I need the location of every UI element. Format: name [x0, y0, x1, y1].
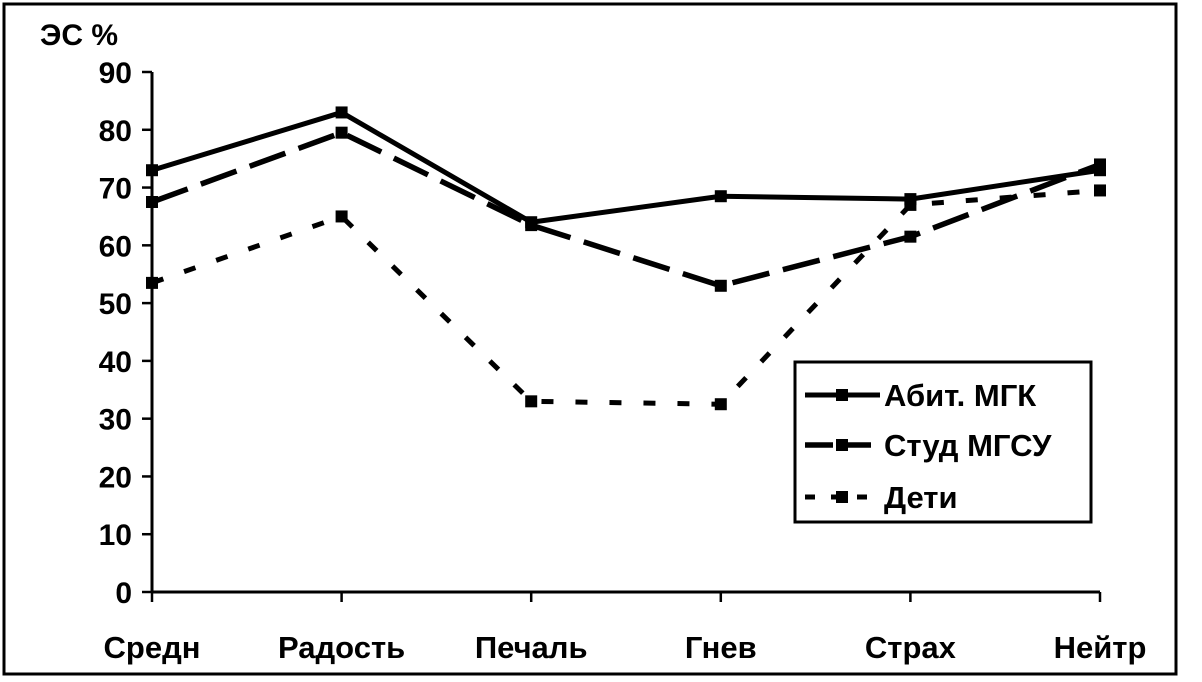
- data-point: [525, 219, 538, 232]
- legend-marker: [836, 439, 848, 451]
- data-point: [1094, 184, 1106, 197]
- data-point: [714, 398, 727, 411]
- legend-marker: [836, 491, 848, 503]
- legend-label: Студ МГСУ: [884, 428, 1052, 463]
- legend-item: Студ МГСУ: [805, 428, 1052, 463]
- legend-label: Дети: [884, 480, 958, 515]
- x-tick-label: Гнев: [685, 630, 757, 665]
- y-tick-label: 40: [99, 346, 132, 379]
- chart-frame: [2, 2, 1178, 676]
- y-tick-label: 10: [99, 519, 132, 552]
- series-lines: [146, 106, 1106, 411]
- data-point: [146, 196, 158, 208]
- y-axis: 0 10 20 30 40 50 60 70 80 90: [99, 57, 154, 610]
- series-1: [146, 106, 1106, 229]
- series-3: [146, 184, 1106, 411]
- data-point: [714, 190, 727, 203]
- legend-item: Дети: [805, 480, 958, 515]
- y-tick-label: 20: [99, 461, 132, 494]
- x-tick-label: Страх: [865, 630, 957, 665]
- data-point: [1094, 158, 1106, 171]
- series-2: [146, 126, 1106, 292]
- data-point: [146, 164, 158, 177]
- data-point: [904, 198, 917, 211]
- y-axis-label: ЭС %: [40, 19, 118, 52]
- legend-label: Абит. МГК: [884, 378, 1036, 413]
- x-tick-label: Средн: [104, 630, 201, 665]
- y-tick-label: 90: [99, 57, 132, 90]
- data-point: [335, 106, 348, 119]
- y-tick-label: 50: [99, 288, 132, 321]
- data-point: [525, 395, 538, 408]
- y-tick-label: 0: [115, 577, 132, 610]
- x-axis: Средн Радость Печаль Гнев Страх Нейтр: [104, 590, 1147, 665]
- data-point: [146, 276, 158, 289]
- data-point: [904, 230, 917, 243]
- series-line: [151, 187, 1101, 407]
- data-point: [714, 279, 727, 292]
- y-tick-label: 70: [99, 173, 132, 206]
- x-tick-label: Нейтр: [1054, 630, 1147, 665]
- series-line: [151, 109, 1101, 225]
- legend: Абит. МГК Студ МГСУ Дети: [793, 360, 1093, 524]
- data-point: [335, 126, 348, 139]
- series-line: [151, 129, 1101, 289]
- legend-item: Абит. МГК: [805, 378, 1036, 413]
- data-point: [335, 210, 348, 223]
- legend-marker: [836, 389, 848, 401]
- y-tick-label: 30: [99, 404, 132, 437]
- x-tick-label: Печаль: [475, 630, 588, 665]
- x-tick-label: Радость: [278, 630, 405, 665]
- y-tick-label: 60: [99, 230, 132, 263]
- y-tick-label: 80: [99, 115, 132, 148]
